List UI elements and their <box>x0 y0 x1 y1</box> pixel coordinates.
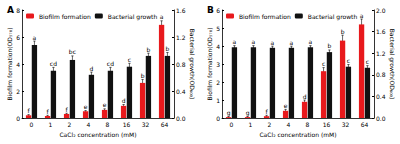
svg-text:0.4: 0.4 <box>176 88 186 95</box>
svg-text:Biofilm formation(OD₅₇₀): Biofilm formation(OD₅₇₀) <box>206 27 213 100</box>
svg-text:32: 32 <box>142 121 150 128</box>
svg-text:d: d <box>303 93 307 100</box>
svg-text:2: 2 <box>216 79 220 86</box>
svg-text:b: b <box>141 72 145 79</box>
svg-text:a: a <box>290 39 294 46</box>
svg-text:f: f <box>66 106 69 113</box>
svg-text:a: a <box>360 12 364 19</box>
svg-text:a: a <box>160 13 164 20</box>
svg-text:e: e <box>284 102 288 109</box>
svg-text:b: b <box>147 46 151 53</box>
svg-text:1: 1 <box>249 121 253 128</box>
svg-text:c: c <box>322 60 325 67</box>
svg-text:b: b <box>328 42 332 49</box>
svg-text:8: 8 <box>106 121 110 128</box>
svg-text:d: d <box>122 97 126 104</box>
svg-text:f: f <box>47 108 50 115</box>
svg-text:8: 8 <box>306 121 310 128</box>
svg-text:8: 8 <box>16 7 20 14</box>
svg-text:c: c <box>366 58 369 65</box>
svg-text:1: 1 <box>216 97 220 104</box>
svg-text:a: a <box>309 38 313 45</box>
svg-text:4: 4 <box>16 61 20 68</box>
svg-text:b: b <box>341 28 345 35</box>
svg-text:0: 0 <box>216 115 220 122</box>
svg-text:e: e <box>103 101 107 108</box>
svg-text:g: g <box>246 109 250 117</box>
svg-text:0: 0 <box>30 121 34 128</box>
svg-text:0: 0 <box>16 115 20 122</box>
svg-text:Bacterial growth(OD₆₀₀): Bacterial growth(OD₆₀₀) <box>388 29 396 100</box>
svg-text:6: 6 <box>216 7 220 14</box>
svg-text:0.8: 0.8 <box>376 71 386 78</box>
svg-text:f: f <box>266 108 269 115</box>
svg-text:5: 5 <box>216 25 220 32</box>
svg-text:CaCl₂ concentration (mM): CaCl₂ concentration (mM) <box>59 131 136 138</box>
svg-text:16: 16 <box>123 121 131 128</box>
svg-text:0.0: 0.0 <box>176 115 186 122</box>
svg-text:4: 4 <box>87 121 91 128</box>
svg-text:3: 3 <box>216 61 220 68</box>
svg-text:Biofilm formation: Biofilm formation <box>239 13 291 20</box>
svg-text:b: b <box>166 45 170 52</box>
svg-text:1.6: 1.6 <box>376 28 386 35</box>
svg-text:A: A <box>7 5 14 15</box>
svg-text:a: a <box>33 34 37 41</box>
svg-text:0.4: 0.4 <box>376 93 386 100</box>
svg-text:bc: bc <box>69 48 76 55</box>
svg-text:CaCl₂ concentration (mM): CaCl₂ concentration (mM) <box>259 131 336 138</box>
svg-text:Bacterial growth: Bacterial growth <box>308 13 358 21</box>
svg-text:32: 32 <box>342 121 350 128</box>
svg-text:2: 2 <box>268 121 272 128</box>
svg-text:64: 64 <box>161 121 169 128</box>
svg-text:e: e <box>84 103 88 110</box>
svg-text:c: c <box>128 56 131 63</box>
svg-text:64: 64 <box>361 121 369 128</box>
svg-text:16: 16 <box>323 121 331 128</box>
svg-text:1.2: 1.2 <box>376 50 386 57</box>
svg-text:1.6: 1.6 <box>176 7 186 14</box>
svg-text:Biofilm formation: Biofilm formation <box>39 13 91 20</box>
svg-text:cd: cd <box>50 60 57 67</box>
svg-text:4: 4 <box>287 121 291 128</box>
svg-text:1.2: 1.2 <box>176 34 186 41</box>
svg-text:f: f <box>28 107 31 114</box>
svg-text:cd: cd <box>107 60 114 67</box>
svg-text:0.8: 0.8 <box>176 61 186 68</box>
svg-text:c: c <box>347 57 350 64</box>
svg-text:2.0: 2.0 <box>376 7 386 14</box>
svg-text:Biofilm formation(OD₅₇₀): Biofilm formation(OD₅₇₀) <box>6 27 13 100</box>
svg-text:0.0: 0.0 <box>376 115 386 122</box>
svg-text:a: a <box>252 38 256 45</box>
svg-text:2: 2 <box>16 88 20 95</box>
svg-text:1: 1 <box>49 121 53 128</box>
svg-text:2: 2 <box>68 121 72 128</box>
svg-text:4: 4 <box>216 43 220 50</box>
svg-text:g: g <box>227 109 231 117</box>
svg-text:a: a <box>233 38 237 45</box>
svg-text:Bacterial growth(OD₆₀₀): Bacterial growth(OD₆₀₀) <box>188 29 196 100</box>
svg-text:B: B <box>207 5 214 15</box>
svg-text:0: 0 <box>230 121 234 128</box>
svg-text:d: d <box>90 65 94 72</box>
svg-text:6: 6 <box>16 34 20 41</box>
svg-text:a: a <box>271 39 275 46</box>
svg-text:Bacterial growth: Bacterial growth <box>108 13 158 21</box>
